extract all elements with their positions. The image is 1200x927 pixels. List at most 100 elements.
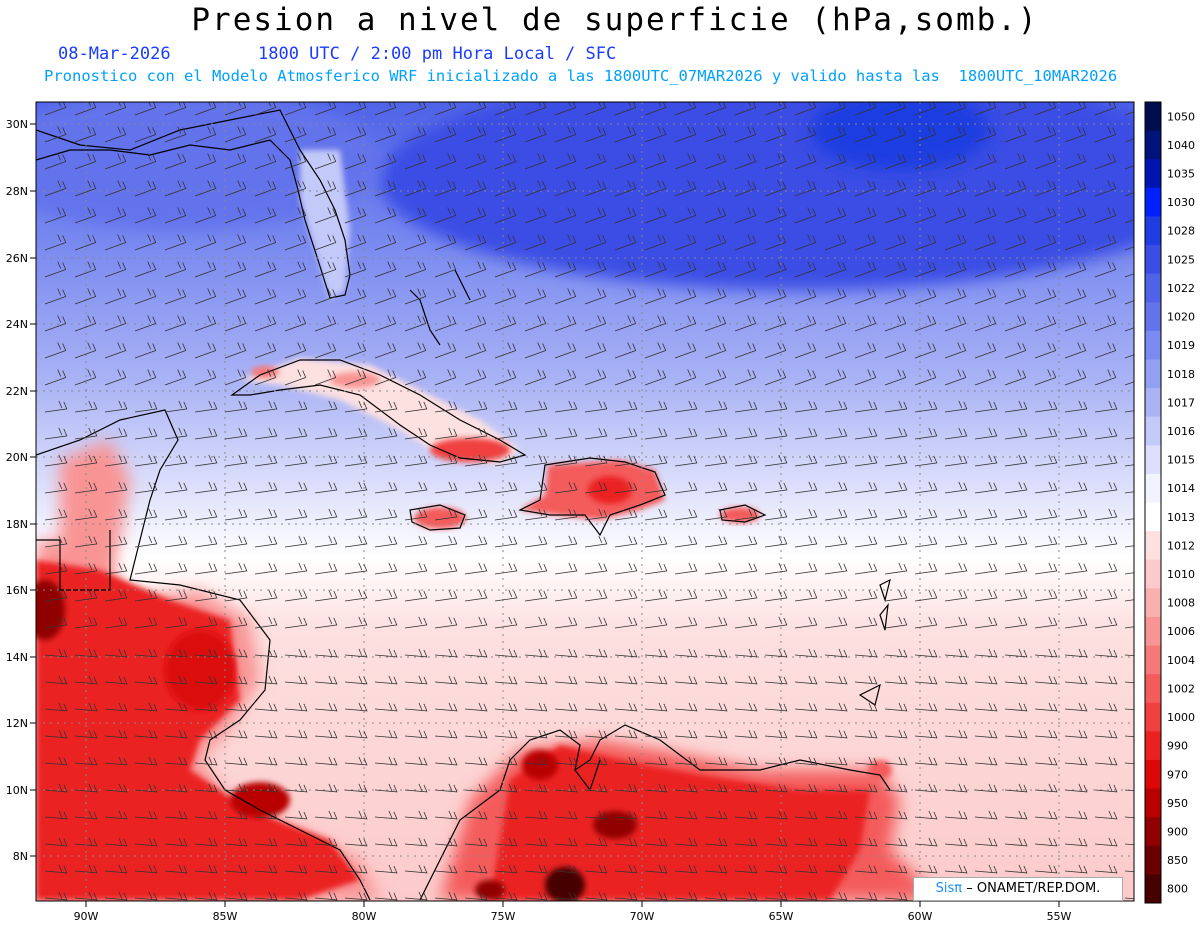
wind-barb [704, 729, 728, 739]
wind-barb [374, 562, 398, 575]
wind-barb [644, 207, 667, 224]
wind-barb [74, 288, 97, 305]
lon-label: 70W [630, 910, 655, 923]
wind-barb [374, 234, 397, 251]
wind-barb [704, 891, 728, 901]
wind-barb [734, 288, 757, 305]
wind-barb [1034, 369, 1057, 386]
wind-barb [134, 454, 158, 467]
wind-barb [944, 126, 967, 143]
wind-barb [524, 589, 548, 602]
wind-barb [974, 261, 997, 278]
wind-barb [614, 729, 638, 739]
wind-barb [134, 535, 158, 548]
wind-barb [74, 616, 98, 629]
wind-barb [44, 589, 68, 602]
wind-barb [254, 261, 277, 278]
colorbar-label: 1025 [1167, 253, 1195, 266]
wind-barb [764, 675, 788, 685]
wind-barb [524, 261, 547, 278]
wind-barb [434, 315, 457, 332]
wind-barb [704, 153, 727, 170]
wind-barb [254, 535, 278, 548]
wind-barb [224, 616, 248, 629]
wind-barb [44, 864, 68, 874]
colorbar-label: 1030 [1167, 196, 1195, 209]
wind-barb [494, 400, 518, 413]
wind-barb [134, 261, 157, 278]
wind-barb [1064, 288, 1087, 305]
wind-barb [944, 729, 968, 739]
wind-barb [434, 102, 457, 116]
wind-barb [404, 810, 428, 820]
wind-barb [164, 369, 187, 386]
wind-barb [164, 454, 188, 467]
wind-barb [374, 616, 398, 629]
wind-barb [524, 675, 548, 685]
wind-barb [704, 400, 728, 413]
wind-barb [644, 756, 668, 766]
wind-barb [374, 756, 398, 766]
wind-barb [224, 261, 247, 278]
wind-barb [194, 648, 218, 658]
wind-barb [314, 400, 338, 413]
wind-barb [194, 810, 218, 820]
wind-barb [164, 891, 188, 901]
wind-barb [584, 153, 607, 170]
wind-barb [44, 535, 68, 548]
wind-barb [764, 702, 788, 712]
wind-barb [824, 616, 848, 629]
wind-barb [164, 702, 188, 712]
wind-barb [554, 508, 578, 521]
colorbar-swatch [1145, 616, 1161, 647]
wind-barb [404, 508, 428, 521]
wind-barb [1064, 234, 1087, 251]
wind-barb [614, 369, 637, 386]
lat-label: 10N [6, 784, 28, 797]
wind-barb [794, 102, 817, 116]
wind-barb [134, 102, 157, 116]
lon-label: 60W [908, 910, 933, 923]
wind-barb [734, 481, 758, 494]
wind-barb [1004, 102, 1027, 116]
wind-barb [704, 481, 728, 494]
wind-barb [584, 616, 608, 629]
colorbar-swatch [1145, 473, 1161, 503]
wind-barb [1124, 572, 1134, 575]
wind-barb [374, 454, 398, 467]
wind-barb [74, 508, 98, 521]
wind-barb [254, 616, 278, 629]
wind-barb [344, 102, 367, 116]
wind-barb [614, 102, 637, 116]
wind-barb [464, 261, 487, 278]
wind-barb [374, 102, 397, 116]
wind-barb [824, 427, 848, 440]
wind-barb [584, 562, 608, 575]
wind-barb [884, 810, 908, 820]
wind-barb [224, 342, 247, 359]
wind-barb [314, 342, 337, 359]
wind-barb [44, 756, 68, 766]
wind-barb [1064, 315, 1087, 332]
wind-barb [44, 342, 67, 359]
wind-barb [674, 729, 698, 739]
wind-barb [224, 702, 248, 712]
wind-barb [614, 315, 637, 332]
wind-barb [374, 315, 397, 332]
wind-barb [944, 153, 967, 170]
wind-barb [524, 508, 548, 521]
wind-barb [854, 675, 878, 685]
wind-barb [704, 342, 727, 359]
wind-barb [974, 454, 998, 467]
wind-barb [674, 702, 698, 712]
wind-barb [1124, 111, 1134, 116]
wind-barb [194, 342, 217, 359]
wind-barb [134, 783, 158, 793]
wind-barb [734, 369, 757, 386]
wind-barb [1064, 702, 1088, 712]
wind-barb [644, 891, 668, 901]
colorbar-label: 1014 [1167, 482, 1195, 495]
wind-barb [464, 589, 488, 602]
wind-barb [224, 369, 247, 386]
wind-barb [704, 102, 727, 116]
